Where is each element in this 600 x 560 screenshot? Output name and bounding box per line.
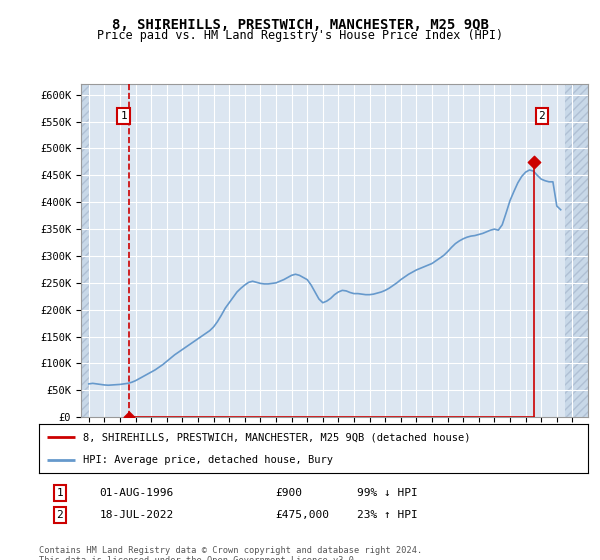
Text: 8, SHIREHILLS, PRESTWICH, MANCHESTER, M25 9QB: 8, SHIREHILLS, PRESTWICH, MANCHESTER, M2…: [112, 18, 488, 32]
Text: Contains HM Land Registry data © Crown copyright and database right 2024.
This d: Contains HM Land Registry data © Crown c…: [39, 546, 422, 560]
Text: 18-JUL-2022: 18-JUL-2022: [100, 510, 173, 520]
Point: [124, 412, 134, 421]
Text: 2: 2: [538, 111, 545, 122]
Text: 01-AUG-1996: 01-AUG-1996: [100, 488, 173, 498]
Text: 1: 1: [56, 488, 63, 498]
Text: 2: 2: [56, 510, 63, 520]
Text: 23% ↑ HPI: 23% ↑ HPI: [358, 510, 418, 520]
Text: HPI: Average price, detached house, Bury: HPI: Average price, detached house, Bury: [83, 455, 333, 465]
Text: 99% ↓ HPI: 99% ↓ HPI: [358, 488, 418, 498]
Text: 1: 1: [120, 111, 127, 122]
Text: 8, SHIREHILLS, PRESTWICH, MANCHESTER, M25 9QB (detached house): 8, SHIREHILLS, PRESTWICH, MANCHESTER, M2…: [83, 432, 470, 442]
Text: £475,000: £475,000: [275, 510, 329, 520]
Point: [529, 157, 539, 166]
Text: Price paid vs. HM Land Registry's House Price Index (HPI): Price paid vs. HM Land Registry's House …: [97, 29, 503, 42]
Text: £900: £900: [275, 488, 302, 498]
